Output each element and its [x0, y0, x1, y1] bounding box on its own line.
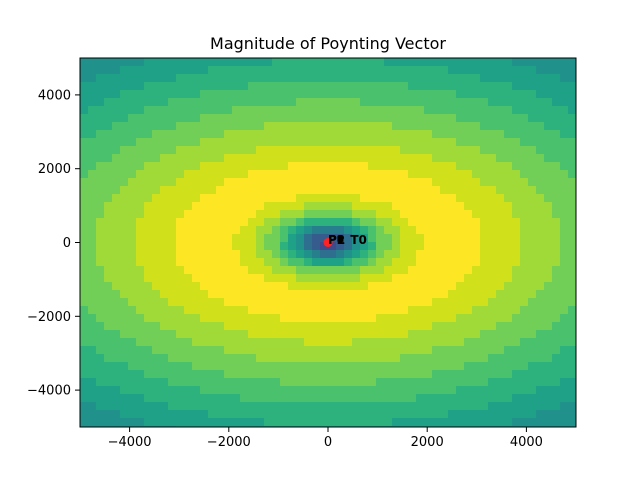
y-tick-label: 4000	[38, 88, 71, 103]
x-tick-label: −2000	[207, 435, 251, 450]
x-tick-label: 4000	[510, 435, 543, 450]
annotation-p1: P1	[328, 233, 345, 247]
x-axis: −4000 −2000 0 2000 4000	[108, 427, 543, 450]
x-tick-label: 0	[324, 435, 332, 450]
probe-marker	[337, 235, 344, 242]
markers	[323, 235, 344, 247]
y-axis: −4000 −2000 0 2000 4000	[27, 88, 80, 399]
y-tick-label: −4000	[27, 384, 71, 399]
chart-title: Magnitude of Poynting Vector	[210, 34, 446, 53]
x-tick-label: −4000	[108, 435, 152, 450]
y-tick-label: −2000	[27, 310, 71, 325]
contour-plot	[80, 58, 576, 427]
x-tick-label: 2000	[411, 435, 444, 450]
y-tick-label: 0	[63, 236, 71, 251]
y-tick-label: 2000	[38, 162, 71, 177]
annotation-t0: T0	[350, 233, 367, 247]
annotation-p2: P2	[328, 233, 345, 247]
source-marker	[323, 238, 333, 247]
